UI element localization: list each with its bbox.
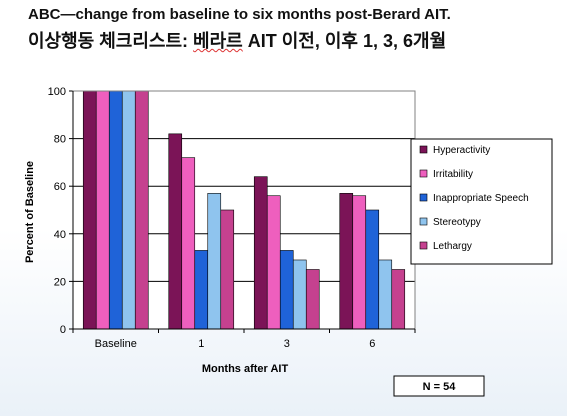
bar-stereotypy-baseline: [121, 90, 136, 330]
legend-box: [410, 138, 553, 265]
legend-label: Irritability: [433, 169, 473, 180]
bar-lethargy-3: [305, 269, 320, 330]
x-tick-label: 6: [369, 338, 375, 350]
title-ko-suffix: AIT 이전, 이후 1, 3, 6개월: [242, 31, 447, 51]
bar-stereotypy-6: [378, 259, 393, 330]
bar-hyperactivity-3: [253, 176, 268, 330]
bar-irritability-6: [352, 195, 367, 330]
slide-title-english: ABC—change from baseline to six months p…: [28, 6, 451, 23]
legend-swatch: [419, 145, 428, 154]
y-axis-label: Percent of Baseline: [24, 161, 36, 263]
bar-inappropriate-speech-baseline: [108, 90, 123, 330]
bar-stereotypy-3: [292, 259, 307, 330]
bar-lethargy-1: [220, 209, 235, 330]
sample-size-label: N = 54: [423, 381, 457, 393]
bar-hyperactivity-baseline: [82, 90, 97, 330]
bar-stereotypy-1: [207, 193, 222, 330]
bar-irritability-3: [266, 195, 281, 330]
legend-label: Inappropriate Speech: [433, 193, 529, 204]
slide-title-korean: 이상행동 체크리스트: 베라르 AIT 이전, 이후 1, 3, 6개월: [28, 27, 446, 53]
bar-irritability-1: [181, 157, 196, 330]
title-ko-underlined: 베라르: [193, 31, 243, 51]
plot-layer: 0 20 40 60 80 100 Baseline 1 3 6: [48, 86, 416, 350]
bar-inappropriate-speech-1: [194, 250, 209, 330]
legend-swatch: [419, 217, 428, 226]
x-tick-label: 3: [284, 338, 290, 350]
y-tick-label: 80: [54, 134, 66, 146]
bar-inappropriate-speech-3: [279, 250, 294, 330]
sample-size-box: N = 54: [393, 375, 485, 397]
y-tick-label: 40: [54, 229, 66, 241]
title-ko-prefix: 이상행동 체크리스트:: [28, 31, 194, 51]
x-axis-label: Months after AIT: [202, 363, 289, 375]
bar-hyperactivity-6: [339, 193, 354, 330]
x-tick-label: 1: [198, 338, 204, 350]
legend-label: Lethargy: [433, 241, 472, 252]
bar-lethargy-baseline: [134, 90, 149, 330]
x-tick-label: Baseline: [95, 338, 137, 350]
y-tick-label: 20: [54, 276, 66, 288]
legend-label: Stereotypy: [433, 217, 481, 228]
y-tick-label: 0: [60, 324, 66, 336]
legend-swatch: [419, 169, 428, 178]
legend-swatch: [419, 241, 428, 250]
legend: Hyperactivity Irritability Inappropriate S…: [410, 138, 553, 265]
y-tick-label: 100: [48, 86, 66, 98]
bar-hyperactivity-1: [168, 133, 183, 330]
bar-lethargy-6: [391, 269, 406, 330]
bar-inappropriate-speech-6: [365, 209, 380, 330]
legend-swatch: [419, 193, 428, 202]
bar-irritability-baseline: [95, 90, 110, 330]
legend-label: Hyperactivity: [433, 145, 490, 156]
y-tick-label: 60: [54, 181, 66, 193]
